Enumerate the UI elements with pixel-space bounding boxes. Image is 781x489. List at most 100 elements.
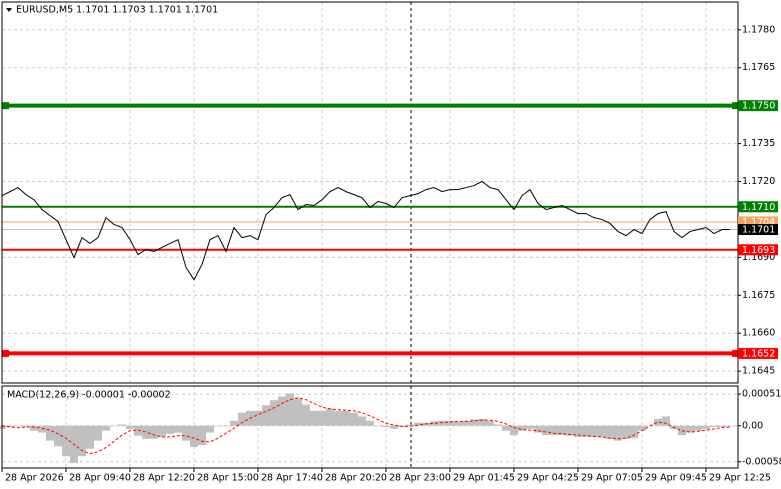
macd-bar	[166, 425, 174, 434]
level-handle	[732, 349, 739, 357]
macd-bar	[286, 393, 294, 426]
macd-bar	[222, 425, 230, 427]
macd-bar	[662, 416, 670, 426]
level-box	[738, 224, 778, 236]
macd-bar	[38, 425, 46, 433]
macd-bar	[334, 410, 342, 426]
macd-bar	[414, 422, 422, 426]
x-tick-label: 28 Apr 2026	[5, 473, 64, 484]
level-label: 1.1701	[742, 225, 775, 236]
y-tick-label: 1.1675	[742, 290, 775, 301]
macd-bar	[622, 425, 630, 439]
symbol-menu-icon[interactable]	[6, 8, 12, 12]
labels: 1.1780 1.1765 1.1735 1.1720 1.1690 1.1675 1.16…	[1, 24, 781, 484]
macd-bar	[142, 425, 150, 439]
macd-bar	[454, 421, 462, 426]
macd-bar	[430, 421, 438, 426]
macd-bar	[510, 425, 518, 436]
level-label: 1.1704	[742, 217, 775, 228]
macd-panel-frame	[1, 385, 739, 469]
level-box	[738, 100, 778, 112]
macd-bar	[150, 425, 158, 439]
macd-bar	[654, 418, 662, 426]
macd-bar	[310, 410, 318, 426]
macd-header: MACD(12,26,9) -0.00001 -0.00002	[7, 390, 171, 401]
macd-bar	[534, 425, 542, 433]
macd-bar	[478, 418, 486, 426]
y-tick-label: -0.00058	[742, 456, 781, 467]
macd-bar	[78, 425, 86, 457]
macd-bar	[270, 400, 278, 426]
macd-bar	[374, 425, 382, 427]
macd-bar	[518, 425, 526, 431]
macd-bar	[126, 425, 134, 429]
macd-bar	[350, 412, 358, 426]
level-box	[738, 244, 778, 256]
level-label: 1.1693	[742, 245, 775, 256]
macd-bar	[558, 425, 566, 436]
macd-bar	[486, 420, 494, 426]
macd-bar	[462, 420, 470, 426]
macd-bar	[62, 425, 70, 457]
level-handle	[2, 102, 9, 110]
macd-bar	[726, 425, 734, 427]
macd-bar	[566, 425, 574, 436]
macd-bar	[614, 425, 622, 441]
level-label: 1.1750	[742, 101, 775, 112]
level-handle	[732, 102, 739, 110]
macd-bar	[702, 425, 710, 429]
macd-bar	[134, 425, 142, 436]
level-label: 1.1710	[742, 202, 775, 213]
y-tick-label: 1.1690	[742, 252, 775, 263]
macd-bar	[198, 425, 206, 446]
macd-bar	[598, 425, 606, 437]
x-tick-label: 29 Apr 12:25	[709, 473, 771, 484]
macd-bar	[438, 420, 446, 426]
y-tick-label: 1.1720	[742, 176, 775, 187]
macd-bar	[182, 425, 190, 441]
macd-bar	[118, 424, 126, 426]
macd-bar	[406, 424, 414, 426]
macd-bar	[366, 420, 374, 426]
macd-bar	[494, 424, 502, 426]
x-tick-label: 28 Apr 20:20	[325, 473, 387, 484]
macd-bar	[174, 425, 182, 433]
macd-bar	[686, 425, 694, 433]
macd-bar	[382, 425, 390, 427]
level-box	[738, 201, 778, 213]
macd-bar	[590, 425, 598, 437]
macd-bar	[574, 425, 582, 437]
x-tick-label: 28 Apr 23:00	[389, 473, 451, 484]
macd-bar	[606, 425, 614, 439]
y-tick-label: 0.00051	[742, 389, 781, 400]
symbol-header: EURUSD,M5 1.1701 1.1703 1.1701 1.1701	[16, 5, 218, 16]
macd-bar	[46, 425, 54, 441]
x-tick-label: 29 Apr 07:05	[581, 473, 643, 484]
macd-bar	[710, 425, 718, 427]
level-box	[738, 347, 778, 359]
macd-bar	[678, 425, 686, 436]
x-tick-label: 28 Apr 09:40	[69, 473, 131, 484]
macd-bar	[102, 425, 110, 431]
macd-bar	[390, 425, 398, 429]
macd-bar	[110, 425, 118, 427]
macd-bar	[94, 425, 102, 441]
macd-bar	[22, 425, 30, 427]
macd-bar	[302, 404, 310, 426]
level-handle	[2, 349, 9, 357]
y-tick-label: 0.00	[742, 420, 763, 431]
price-line	[1, 180, 730, 281]
y-tick-label: 1.1645	[742, 366, 775, 377]
y-tick-label: 1.1765	[742, 62, 775, 73]
macd-bar	[230, 420, 238, 426]
x-tick-label: 28 Apr 17:40	[261, 473, 323, 484]
macd-bar	[542, 425, 550, 436]
macd-bar	[86, 425, 94, 449]
x-tick-label: 28 Apr 15:00	[197, 473, 259, 484]
level-box	[738, 216, 778, 228]
macd-bar	[262, 405, 270, 426]
x-tick-label: 28 Apr 12:20	[133, 473, 195, 484]
macd-bar	[206, 425, 214, 433]
